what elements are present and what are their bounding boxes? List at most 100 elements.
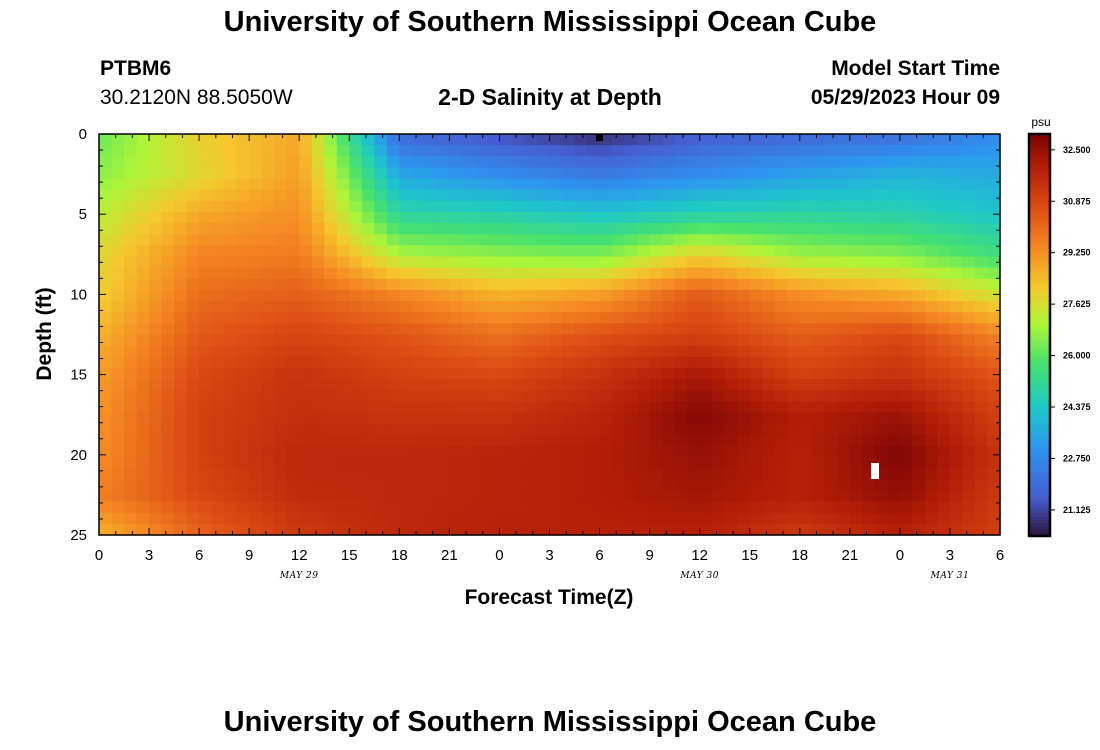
heatmap-cell	[224, 211, 238, 224]
heatmap-cell	[286, 468, 300, 480]
heatmap-cell	[511, 345, 526, 358]
heatmap-cell	[411, 434, 425, 447]
heatmap-cell	[712, 356, 726, 369]
heatmap-cell	[111, 468, 125, 480]
heatmap-cell	[799, 289, 813, 302]
heatmap-cell	[211, 134, 225, 146]
heatmap-cell	[937, 479, 951, 492]
heatmap-cell	[524, 390, 538, 402]
heatmap-cell	[712, 523, 726, 536]
heatmap-cell	[486, 323, 501, 336]
heatmap-cell	[874, 234, 888, 246]
heatmap-cell	[687, 356, 701, 369]
heatmap-cell	[399, 211, 413, 224]
heatmap-cell	[624, 356, 638, 369]
heatmap-cell	[186, 278, 200, 291]
heatmap-cell	[699, 312, 713, 324]
heatmap-cell	[862, 501, 876, 514]
heatmap-cell	[199, 457, 213, 469]
heatmap-cell	[812, 312, 826, 324]
heatmap-cell	[199, 134, 213, 146]
heatmap-cell	[774, 434, 788, 447]
heatmap-cell	[787, 189, 801, 202]
heatmap-cell	[349, 245, 363, 258]
heatmap-cell	[899, 434, 913, 447]
heatmap-cell	[524, 356, 538, 369]
heatmap-cell	[399, 178, 413, 191]
heatmap-cell	[386, 401, 400, 414]
heatmap-cell	[937, 145, 951, 157]
heatmap-cell	[286, 200, 300, 213]
heatmap-cell	[174, 156, 188, 169]
heatmap-cell	[824, 234, 838, 246]
heatmap-cell	[486, 490, 501, 503]
heatmap-cell	[399, 367, 413, 380]
heatmap-cell	[974, 145, 989, 157]
heatmap-cell	[424, 457, 438, 469]
heatmap-cell	[199, 189, 213, 202]
heatmap-cell	[724, 289, 738, 302]
heatmap-cell	[124, 145, 138, 157]
heatmap-cell	[824, 523, 838, 536]
heatmap-cell	[511, 434, 526, 447]
heatmap-cell	[849, 523, 863, 536]
heatmap-cell	[511, 445, 526, 458]
heatmap-cell	[511, 423, 526, 436]
heatmap-cell	[411, 167, 425, 180]
heatmap-cell	[762, 445, 776, 458]
heatmap-cell	[887, 278, 901, 291]
heatmap-cell	[749, 356, 763, 369]
heatmap-cell	[862, 323, 876, 336]
heatmap-cell	[111, 501, 125, 514]
heatmap-cell	[749, 445, 763, 458]
heatmap-cell	[787, 145, 801, 157]
heatmap-cell	[799, 334, 813, 347]
heatmap-cell	[399, 379, 413, 391]
colorbar-band	[1029, 435, 1050, 440]
heatmap-cell	[549, 356, 563, 369]
heatmap-cell	[599, 145, 613, 157]
heatmap-cell	[724, 434, 738, 447]
heatmap-cell	[962, 289, 976, 302]
heatmap-cell	[624, 501, 638, 514]
heatmap-cell	[637, 200, 651, 213]
heatmap-cell	[374, 345, 388, 358]
heatmap-cell	[849, 401, 863, 414]
heatmap-cell	[824, 200, 838, 213]
heatmap-cell	[837, 334, 851, 347]
heatmap-cell	[224, 379, 238, 391]
colorbar-band	[1029, 278, 1050, 282]
heatmap-cell	[924, 223, 939, 235]
heatmap-cell	[524, 379, 538, 391]
heatmap-cell	[899, 145, 913, 157]
heatmap-cell	[587, 278, 601, 291]
heatmap-cell	[299, 445, 313, 458]
heatmap-cell	[799, 345, 813, 358]
heatmap-cell	[199, 468, 213, 480]
heatmap-cell	[474, 523, 488, 536]
heatmap-cell	[587, 345, 601, 358]
heatmap-cell	[361, 156, 375, 169]
heatmap-cell	[662, 356, 676, 369]
heatmap-cell	[536, 457, 551, 469]
heatmap-cell	[774, 512, 788, 525]
heatmap-cell	[411, 412, 425, 425]
heatmap-cell	[211, 501, 225, 514]
heatmap-cell	[361, 178, 375, 191]
heatmap-cell	[937, 434, 951, 447]
colorbar-band	[1029, 237, 1050, 242]
heatmap-cell	[449, 434, 463, 447]
heatmap-cell	[949, 278, 964, 291]
heatmap-cell	[662, 412, 676, 425]
heatmap-cell	[749, 479, 763, 492]
heatmap-cell	[211, 490, 225, 503]
heatmap-cell	[749, 189, 763, 202]
heatmap-cell	[136, 412, 150, 425]
heatmap-cell	[824, 323, 838, 336]
heatmap-cell	[124, 278, 138, 291]
heatmap-cell	[874, 379, 888, 391]
heatmap-cell	[386, 167, 400, 180]
heatmap-cell	[336, 178, 350, 191]
heatmap-cell	[649, 379, 663, 391]
heatmap-cell	[974, 289, 989, 302]
